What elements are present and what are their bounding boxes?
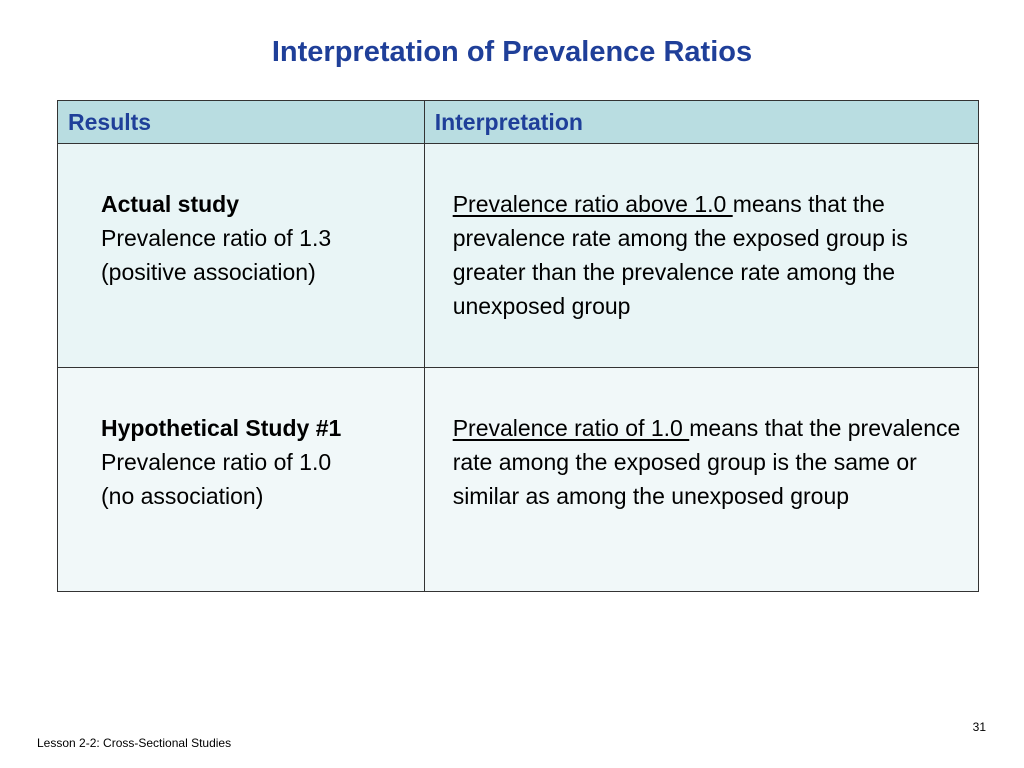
result-association: (no association) [101,483,264,509]
interpretation-key-phrase: Prevalence ratio of 1.0 [452,415,690,441]
result-value: Prevalence ratio of 1.3 [101,225,332,251]
header-interpretation: Interpretation [423,100,980,144]
interpretation-key-phrase: Prevalence ratio above 1.0 [452,191,733,217]
interpretation-text: means that the prevalence rate among the… [452,415,961,509]
results-cell: Actual study Prevalence ratio of 1.3 (po… [57,143,425,368]
slide-title: Interpretation of Prevalence Ratios [271,36,753,68]
result-association: (positive association) [101,259,316,285]
interpretation-cell: Prevalence ratio above 1.0 means that th… [423,143,980,368]
study-name: Actual study [101,191,240,217]
table-row: Actual study Prevalence ratio of 1.3 (po… [57,143,980,368]
results-table: Results Interpretation Actual study Prev… [57,100,980,592]
result-value: Prevalence ratio of 1.0 [101,449,332,475]
table-header-row: Results Interpretation [57,100,980,144]
footer-lesson-label: Lesson 2-2: Cross-Sectional Studies [37,736,232,750]
study-name: Hypothetical Study #1 [101,415,342,441]
table-row: Hypothetical Study #1 Prevalence ratio o… [57,367,980,592]
page-number: 31 [972,720,986,734]
header-results: Results [57,100,425,144]
results-cell: Hypothetical Study #1 Prevalence ratio o… [57,367,425,592]
interpretation-text: means that the prevalence rate among the… [452,191,908,319]
interpretation-cell: Prevalence ratio of 1.0 means that the p… [423,367,980,592]
